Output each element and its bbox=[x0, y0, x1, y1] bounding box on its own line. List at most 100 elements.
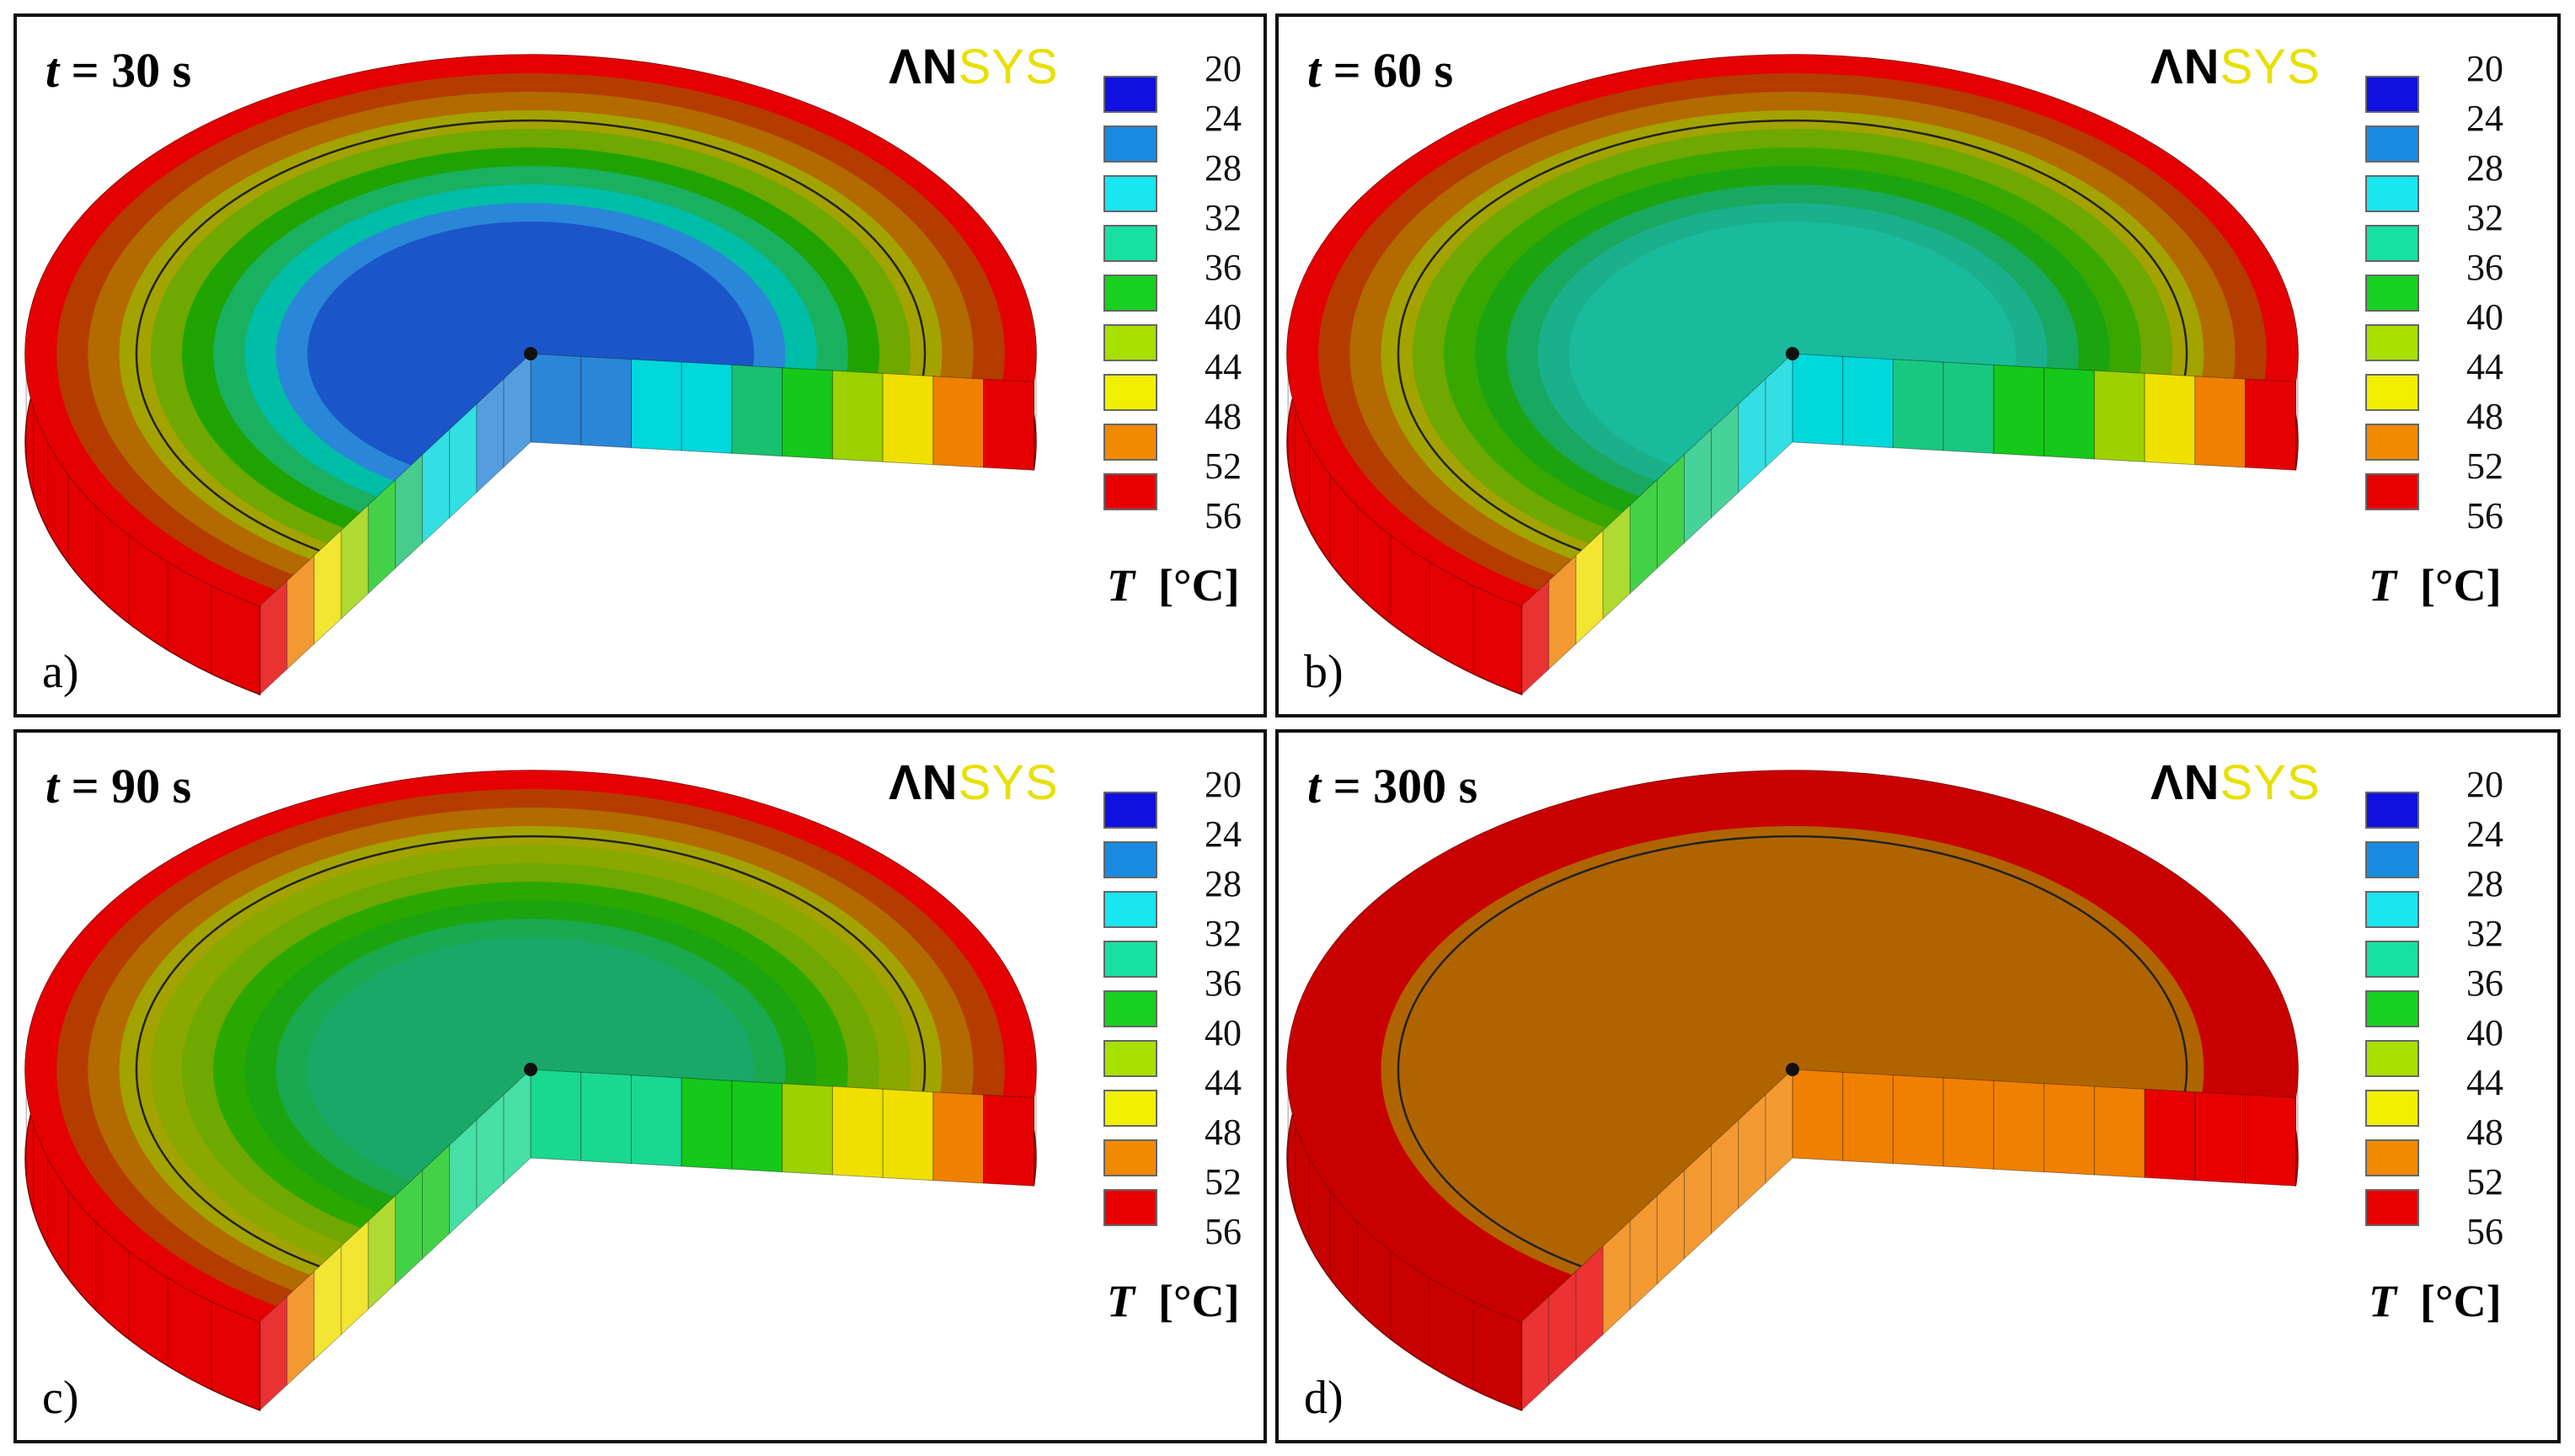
ring-contour bbox=[1568, 221, 2017, 466]
ring-contour bbox=[307, 221, 755, 466]
legend-row: 40 bbox=[2348, 296, 2534, 361]
disk-contour-plot bbox=[1286, 770, 2299, 1411]
legend-swatch bbox=[1103, 275, 1157, 312]
ansys-logo-part1: ΛN bbox=[2150, 40, 2220, 94]
legend-swatch bbox=[2365, 175, 2419, 212]
legend-swatch bbox=[1103, 891, 1157, 928]
interface-ring-line bbox=[135, 119, 927, 552]
legend-row: 20 bbox=[1087, 763, 1263, 829]
legend-row: 36 bbox=[1087, 246, 1263, 312]
legend-tick-label: 52 bbox=[2466, 445, 2503, 487]
cut-face-band bbox=[1842, 1071, 1894, 1165]
legend-row: 40 bbox=[1087, 1011, 1263, 1077]
cut-face-band bbox=[782, 367, 833, 460]
legend-tick-label: 44 bbox=[2466, 346, 2503, 387]
legend-swatch bbox=[2365, 424, 2419, 461]
legend-tick-label: 28 bbox=[2466, 863, 2503, 904]
unit-variable: T bbox=[1107, 1276, 1135, 1326]
legend-tick-label: 36 bbox=[1205, 963, 1242, 1004]
disk-cut-face bbox=[259, 1068, 1034, 1411]
disk-top-rings bbox=[25, 54, 1037, 606]
disk-contour-plot bbox=[24, 770, 1037, 1411]
time-value: = 60 s bbox=[1333, 43, 1454, 98]
disk-cut-face bbox=[1521, 352, 2296, 696]
legend-row: 56 bbox=[1087, 1210, 1263, 1260]
cut-face-band bbox=[1792, 353, 1844, 445]
ansys-logo: ΛNSYS bbox=[2150, 755, 2321, 811]
legend-swatch bbox=[2365, 990, 2419, 1027]
time-label: t = 90 s bbox=[45, 758, 191, 814]
legend-row: 32 bbox=[1087, 196, 1263, 262]
legend-swatch bbox=[2365, 374, 2419, 411]
cut-face-band bbox=[731, 364, 783, 457]
legend-tick-label: 32 bbox=[2466, 197, 2503, 238]
center-mesh-point bbox=[1786, 1063, 1799, 1076]
ring-contour bbox=[307, 937, 755, 1181]
legend-tick-label: 56 bbox=[2466, 495, 2503, 536]
legend-tick-label: 48 bbox=[2466, 396, 2503, 437]
interface-ring-line bbox=[1397, 835, 2188, 1267]
cut-face-band bbox=[1892, 1075, 1944, 1167]
cut-face-band bbox=[882, 1088, 934, 1181]
legend-tick-label: 24 bbox=[2466, 98, 2503, 139]
center-mesh-point bbox=[524, 1063, 537, 1076]
legend-row: 52 bbox=[2348, 1160, 2534, 1226]
legend-tick-label: 44 bbox=[1205, 1062, 1242, 1103]
cut-face-band bbox=[1942, 361, 1995, 454]
panel-letter: d) bbox=[1304, 1372, 1344, 1424]
cut-face-band bbox=[983, 378, 1034, 471]
cut-face-band bbox=[2194, 376, 2246, 468]
ansys-logo-part2: SYS bbox=[2220, 755, 2321, 810]
cut-face-band-left bbox=[1521, 1295, 1550, 1411]
legend-swatch bbox=[2365, 225, 2419, 262]
legend-row: 24 bbox=[2348, 813, 2534, 878]
cut-face-band bbox=[580, 355, 632, 449]
legend-swatch bbox=[1103, 76, 1157, 113]
legend-tick-label: 32 bbox=[1205, 197, 1242, 238]
legend-row: 56 bbox=[1087, 494, 1263, 544]
legend-row: 52 bbox=[1087, 445, 1263, 510]
temperature-legend: 20 24 28 32 36 40 44 48 52 56 bbox=[2348, 47, 2534, 544]
cut-face-band bbox=[1892, 359, 1944, 451]
panel-letter: b) bbox=[1304, 646, 1344, 698]
legend-swatch bbox=[1103, 374, 1157, 411]
legend-row: 36 bbox=[2348, 962, 2534, 1027]
legend-row: 32 bbox=[2348, 912, 2534, 978]
legend-swatch bbox=[1103, 990, 1157, 1027]
legend-row: 28 bbox=[1087, 862, 1263, 928]
cut-face-band bbox=[983, 1094, 1034, 1187]
unit-value: [°C] bbox=[1158, 560, 1240, 611]
time-variable: t bbox=[45, 43, 60, 98]
legend-row: 32 bbox=[1087, 912, 1263, 978]
interface-ring-line bbox=[135, 835, 927, 1267]
ansys-logo-part1: ΛN bbox=[2150, 755, 2220, 810]
temperature-legend: 20 24 28 32 36 40 44 48 52 56 bbox=[1087, 47, 1263, 544]
legend-row: 36 bbox=[1087, 962, 1263, 1027]
legend-row: 32 bbox=[2348, 196, 2534, 262]
disk-top-rings bbox=[1287, 770, 2298, 1322]
legend-row: 48 bbox=[1087, 1111, 1263, 1176]
legend-tick-label: 40 bbox=[1205, 296, 1242, 338]
legend-swatch bbox=[2365, 125, 2419, 163]
legend-swatch bbox=[2365, 324, 2419, 361]
legend-row: 20 bbox=[1087, 47, 1263, 113]
legend-tick-label: 48 bbox=[2466, 1112, 2503, 1153]
cut-face-band bbox=[2093, 370, 2145, 462]
cut-face-band bbox=[2144, 1088, 2196, 1181]
legend-tick-label: 44 bbox=[2466, 1062, 2503, 1103]
cut-face-band bbox=[1942, 1077, 1995, 1170]
cut-face-band bbox=[831, 370, 884, 462]
legend-row: 52 bbox=[1087, 1160, 1263, 1226]
legend-swatch bbox=[1103, 1189, 1157, 1226]
ansys-logo: ΛNSYS bbox=[2150, 39, 2321, 95]
cut-face-band bbox=[1792, 1069, 1844, 1161]
time-label: t = 60 s bbox=[1307, 42, 1453, 99]
unit-value: [°C] bbox=[2420, 1276, 2502, 1326]
legend-tick-label: 32 bbox=[1205, 913, 1242, 954]
legend-tick-label: 20 bbox=[1205, 48, 1242, 89]
cut-face-band bbox=[2245, 378, 2296, 471]
legend-row: 52 bbox=[2348, 445, 2534, 510]
legend-unit: T [°C] bbox=[1107, 1275, 1240, 1327]
legend-swatch bbox=[2365, 792, 2419, 829]
legend-swatch bbox=[1103, 941, 1157, 978]
